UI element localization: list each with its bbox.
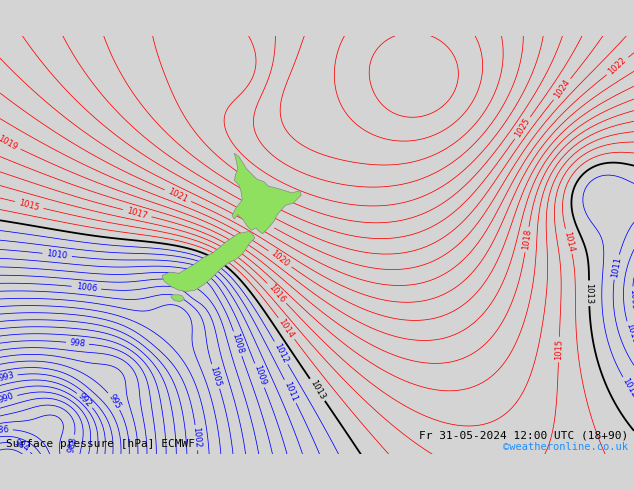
Text: 1013: 1013	[585, 283, 593, 304]
Text: 998: 998	[69, 338, 86, 348]
Text: 993: 993	[0, 371, 15, 383]
Text: 1017: 1017	[126, 206, 148, 220]
Text: 986: 986	[0, 425, 10, 435]
Text: 1006: 1006	[75, 282, 98, 294]
Text: ©weatheronline.co.uk: ©weatheronline.co.uk	[503, 442, 628, 452]
Text: 1010: 1010	[46, 249, 68, 261]
Text: 1025: 1025	[514, 117, 532, 139]
Text: 1018: 1018	[521, 228, 533, 250]
Text: 1009: 1009	[252, 364, 268, 387]
Text: 1008: 1008	[230, 332, 245, 355]
Text: 990: 990	[0, 392, 15, 405]
Text: 1002: 1002	[191, 427, 202, 448]
Text: 1013: 1013	[308, 378, 327, 401]
Text: 1019: 1019	[0, 134, 19, 152]
Text: 1012: 1012	[621, 377, 634, 399]
Text: 988: 988	[67, 436, 78, 453]
Text: 1020: 1020	[269, 249, 291, 269]
Text: 1023: 1023	[250, 212, 273, 230]
Text: 1016: 1016	[267, 282, 287, 304]
Text: 1011: 1011	[610, 256, 623, 278]
Text: 1005: 1005	[209, 365, 223, 388]
Text: 1015: 1015	[18, 198, 41, 212]
Text: 1015: 1015	[554, 339, 564, 360]
Text: 992: 992	[77, 392, 94, 409]
Text: 1009: 1009	[628, 289, 634, 310]
Text: 1010: 1010	[624, 322, 634, 345]
Text: 1012: 1012	[273, 342, 290, 364]
Text: 1014: 1014	[277, 317, 296, 340]
Text: 1024: 1024	[552, 78, 572, 100]
Text: 1011: 1011	[282, 380, 299, 403]
Text: 984: 984	[12, 438, 30, 454]
Text: 1021: 1021	[167, 187, 190, 204]
Text: Fr 31-05-2024 12:00 UTC (18+90): Fr 31-05-2024 12:00 UTC (18+90)	[419, 431, 628, 441]
Text: Surface pressure [hPa] ECMWF: Surface pressure [hPa] ECMWF	[6, 439, 195, 449]
Text: 995: 995	[107, 392, 122, 410]
Text: 1022: 1022	[607, 55, 628, 76]
Text: 1014: 1014	[562, 230, 576, 252]
